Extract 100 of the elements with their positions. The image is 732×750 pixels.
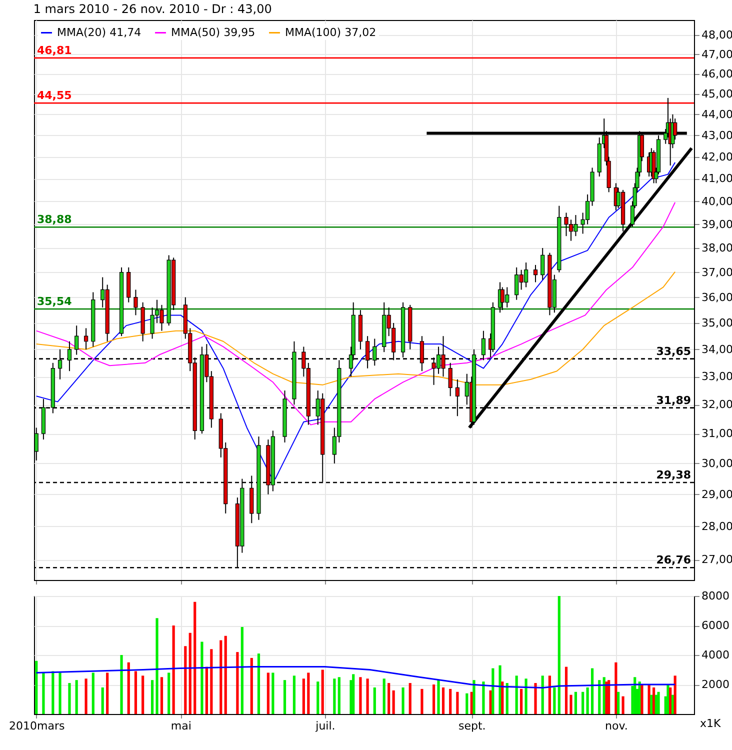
y-tick-label: 29,00	[702, 488, 732, 501]
y-tick-label: 36,00	[702, 290, 732, 304]
bar	[674, 676, 676, 714]
bar	[622, 696, 624, 714]
bar	[352, 674, 355, 714]
bar	[553, 687, 556, 714]
bar	[466, 693, 468, 714]
bar	[283, 680, 286, 714]
bar	[570, 694, 572, 714]
bar	[194, 602, 196, 714]
bar	[142, 676, 144, 714]
legend-label: MMA(20) 41,74	[57, 26, 142, 39]
bar	[184, 646, 187, 714]
bar	[257, 654, 260, 714]
bar	[432, 684, 436, 714]
x-tick-label: mai	[170, 720, 192, 732]
y-tick-label: 35,00	[702, 316, 732, 330]
bar	[402, 687, 404, 714]
bar	[84, 678, 88, 714]
ref-line-label: 35,54	[37, 295, 72, 308]
ref-line-label: 46,81	[37, 44, 72, 57]
bar	[42, 672, 45, 714]
bar	[420, 688, 424, 714]
y-tick-label: 4000	[702, 648, 730, 662]
bar	[524, 678, 528, 714]
ref-line-label: 38,88	[37, 213, 72, 226]
bar	[224, 636, 227, 714]
bar	[101, 687, 104, 714]
y-tick-label: 34,00	[702, 342, 732, 356]
bar	[582, 692, 584, 714]
y-tick-label: 42,00	[702, 150, 732, 164]
bar	[106, 672, 109, 714]
bar	[498, 665, 502, 714]
candlestick	[74, 325, 79, 356]
y-tick-label: 45,00	[702, 87, 732, 100]
x-tick-label: 2010mars	[9, 720, 65, 732]
y-tick-label: 48,00	[702, 28, 732, 42]
y-tick-label: 39,00	[702, 218, 732, 231]
bar	[333, 678, 336, 714]
bar	[657, 692, 660, 714]
bar	[449, 688, 452, 714]
bar	[520, 688, 523, 714]
y-tick-label: 46,00	[702, 67, 732, 80]
bar	[240, 626, 244, 714]
bar	[272, 672, 274, 714]
bar	[515, 676, 518, 714]
ref-line-label: 31,89	[656, 394, 691, 407]
bar	[506, 683, 508, 714]
bar	[640, 684, 644, 714]
candlestick	[448, 362, 452, 397]
bar	[614, 662, 618, 714]
y-tick-label: 8000	[702, 590, 730, 602]
bar	[205, 666, 208, 714]
y-tick-label: 30,00	[702, 456, 732, 470]
ref-line-label: 33,65	[656, 344, 691, 358]
bar	[150, 680, 154, 714]
bar	[456, 692, 459, 714]
bar	[574, 692, 578, 714]
x-tick-label: nov.	[605, 720, 628, 732]
bar	[68, 683, 71, 714]
bar	[437, 680, 440, 714]
ref-line-label: 26,76	[656, 554, 692, 567]
line-series	[36, 666, 676, 688]
bar	[266, 672, 270, 714]
bar	[388, 683, 390, 714]
bar	[250, 658, 253, 714]
ref-line-label: 29,38	[656, 468, 691, 482]
candlestick	[533, 264, 538, 283]
bar	[134, 671, 138, 714]
bar	[338, 677, 340, 714]
bar	[75, 680, 78, 714]
bar	[442, 687, 445, 714]
y-tick-label: 33,00	[702, 370, 732, 384]
chart-title: 1 mars 2010 - 26 nov. 2010 - Dr : 43,00	[33, 2, 272, 16]
bar	[160, 677, 164, 714]
y-tick-label: 32,00	[702, 398, 732, 412]
y-tick-label: 37,00	[702, 266, 732, 279]
bar	[586, 687, 589, 714]
y-tick-label: 31,00	[702, 427, 732, 440]
y-tick-label: 2000	[702, 678, 730, 691]
y-tick-label: 28,00	[702, 520, 732, 533]
bar	[617, 692, 620, 714]
bar	[382, 678, 386, 714]
bar	[671, 694, 674, 714]
bar	[548, 676, 551, 714]
bar	[564, 666, 568, 714]
ref-line-label: 44,55	[37, 89, 72, 102]
bar	[220, 640, 222, 714]
bar	[210, 649, 213, 714]
bar	[321, 670, 324, 714]
candlestick	[84, 328, 88, 350]
bar	[598, 680, 601, 714]
bar	[35, 660, 38, 714]
bar	[200, 642, 204, 714]
bar	[366, 678, 369, 714]
bar	[392, 690, 395, 714]
y-tick-label: 40,00	[702, 194, 732, 208]
x-tick-label: juil.	[314, 720, 336, 732]
bar	[58, 672, 62, 714]
bar	[359, 677, 362, 714]
